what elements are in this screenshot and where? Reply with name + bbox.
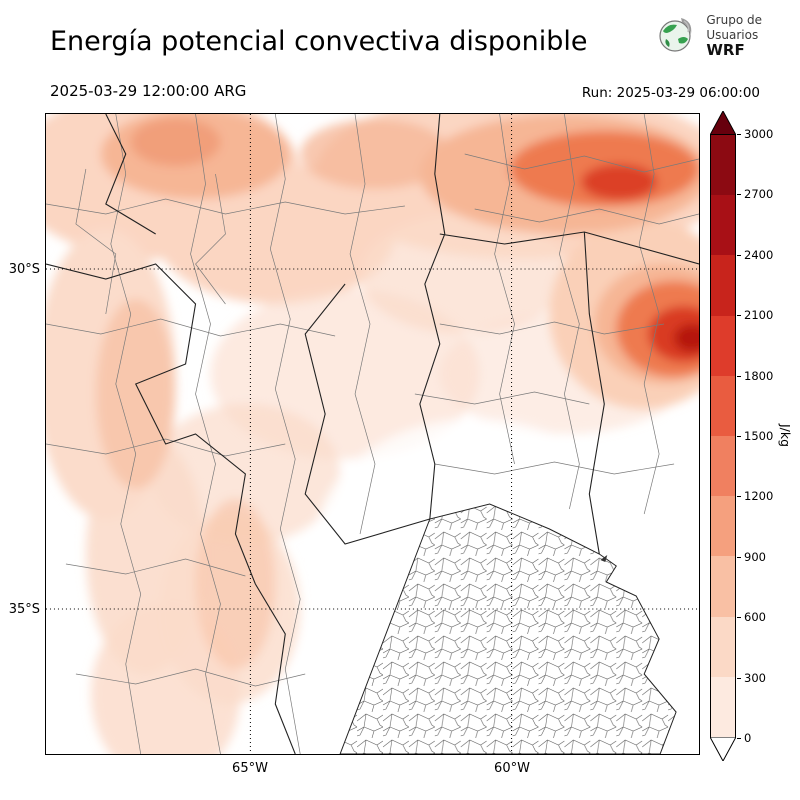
colorbar-segment — [711, 676, 735, 738]
colorbar-segment — [711, 195, 735, 256]
colorbar-segment — [711, 255, 735, 316]
map-canvas — [45, 113, 700, 755]
colorbar-tick-label: 600 — [737, 610, 766, 625]
colorbar-tick-label: 300 — [737, 670, 766, 685]
lon-label-60w: 60°W — [494, 761, 530, 776]
lon-label-65w: 65°W — [232, 761, 268, 776]
delta-marker — [600, 555, 608, 562]
logo-line-2: Usuarios — [706, 27, 759, 42]
graticule — [46, 114, 699, 754]
colorbar-tick-label: 3000 — [736, 127, 774, 141]
colorbar-segment — [711, 375, 735, 437]
colorbar-unit-label: J/kg — [778, 423, 794, 448]
logo-line-1: Grupo de — [706, 12, 762, 27]
colorbar-segment — [711, 496, 735, 557]
colorbar-tick-label: 900 — [737, 549, 766, 564]
colorbar-scale — [710, 134, 736, 738]
buenos-aires-region — [339, 503, 677, 754]
page-title: Energía potencial convectiva disponible — [50, 26, 588, 57]
logo-text: Grupo de Usuarios WRF — [706, 13, 762, 58]
colorbar-tick-label: 1800 — [736, 368, 774, 383]
logo-line-wrf: WRF — [706, 40, 745, 59]
wrf-logo: Grupo de Usuarios WRF — [653, 12, 762, 58]
colorbar-tick-label: 2700 — [736, 187, 774, 202]
colorbar-tick-label: 0 — [736, 731, 752, 745]
lat-label-35s: 35°S — [8, 602, 40, 617]
run-time-label: Run: 2025-03-29 06:00:00 — [581, 85, 760, 101]
colorbar-segment — [711, 135, 735, 196]
colorbar-arrow-up — [710, 111, 736, 135]
colorbar-segment — [711, 315, 735, 376]
colorbar-tick-label: 2400 — [736, 247, 774, 262]
province-boundaries — [46, 114, 699, 754]
colorbar-segment — [711, 616, 735, 677]
colorbar-tick-label: 1500 — [736, 429, 774, 443]
department-boundaries — [46, 114, 699, 754]
lat-label-30s: 30°S — [8, 262, 40, 277]
colorbar-tick-label: 1200 — [736, 489, 774, 504]
colorbar-tick-label: 2100 — [736, 308, 774, 323]
map-svg — [46, 114, 699, 754]
colorbar-segment — [711, 556, 735, 617]
colorbar-arrow-down — [710, 737, 736, 761]
valid-time-label: 2025-03-29 12:00:00 ARG — [50, 82, 247, 100]
colorbar: 3000 2700 2400 2100 1800 1500 1200 900 600 300 0 J… — [710, 110, 800, 775]
globe-icon — [659, 18, 692, 52]
colorbar-segment — [711, 436, 735, 497]
